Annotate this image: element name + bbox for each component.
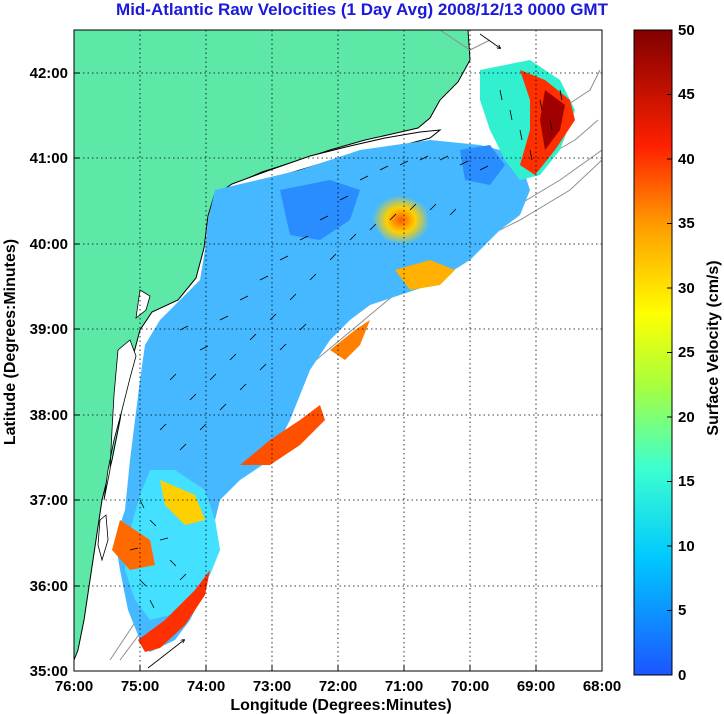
y-tick-label: 42:00: [30, 65, 68, 82]
y-tick-label: 38:00: [30, 407, 68, 424]
x-tick-labels: 76:00 75:00 74:00 73:00 72:00 71:00 70:0…: [55, 678, 621, 695]
x-tick-label: 72:00: [319, 678, 357, 695]
land-mass: [74, 30, 471, 661]
colorbar-tick-label: 15: [678, 473, 695, 490]
colorbar-tick-label: 25: [678, 344, 695, 361]
colorbar: 50 45 40 35 30 25 20 15 10 5 0 Surface V…: [633, 22, 722, 684]
colorbar-tick-label: 5: [678, 602, 686, 619]
colorbar-tick-label: 40: [678, 151, 695, 168]
x-tick-label: 68:00: [583, 678, 621, 695]
y-tick-label: 40:00: [30, 236, 68, 253]
colorbar-tick-label: 50: [678, 22, 695, 39]
colorbar-label: Surface Velocity (cm/s): [705, 260, 722, 435]
colorbar-tick-label: 20: [678, 409, 695, 426]
y-tick-label: 35:00: [30, 663, 68, 680]
map-title: Mid-Atlantic Raw Velocities (1 Day Avg) …: [116, 0, 608, 19]
velocity-field: [112, 60, 575, 652]
colorbar-tick-label: 35: [678, 215, 695, 232]
velocity-arrows: [129, 33, 563, 669]
y-tick-label: 36:00: [30, 578, 68, 595]
x-tick-label: 76:00: [55, 678, 93, 695]
y-tick-label: 37:00: [30, 492, 68, 509]
colorbar-tick-label: 45: [678, 86, 695, 103]
colorbar-tick-label: 30: [678, 280, 695, 297]
x-axis-label: Longitude (Degrees:Minutes): [230, 697, 451, 714]
x-tick-label: 70:00: [451, 678, 489, 695]
y-tick-label: 41:00: [30, 150, 68, 167]
y-axis-label: Latitude (Degrees:Minutes): [2, 239, 19, 445]
x-tick-label: 73:00: [253, 678, 291, 695]
axis-ticks: [74, 72, 537, 671]
x-tick-label: 71:00: [385, 678, 423, 695]
y-tick-label: 39:00: [30, 321, 68, 338]
y-tick-labels: 42:00 41:00 40:00 39:00 38:00 37:00 36:0…: [30, 65, 68, 680]
colorbar-scale: [633, 29, 673, 676]
x-tick-label: 69:00: [517, 678, 555, 695]
colorbar-tick-label: 0: [678, 667, 686, 684]
x-tick-label: 74:00: [187, 678, 225, 695]
x-tick-label: 75:00: [121, 678, 159, 695]
colorbar-tick-label: 10: [678, 538, 695, 555]
bay-water: [97, 289, 151, 562]
gridlines: [74, 30, 602, 671]
